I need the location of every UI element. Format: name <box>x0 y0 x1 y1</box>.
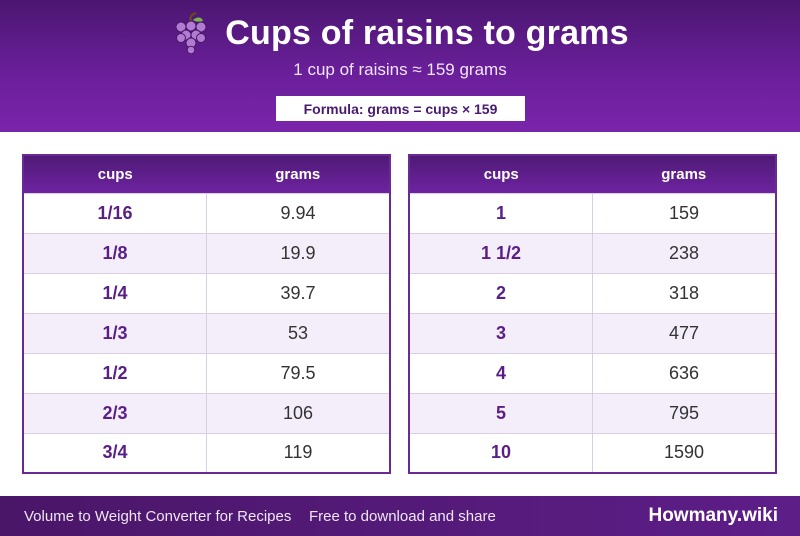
grams-cell: 53 <box>206 312 391 354</box>
cups-cell: 1 <box>408 192 593 234</box>
table-row: 2 318 <box>408 272 777 314</box>
table-row: 3 477 <box>408 312 777 354</box>
table-row: 1/16 9.94 <box>22 192 391 234</box>
brand-logo-text[interactable]: Howmany.wiki <box>648 505 778 526</box>
cups-cell: 1/3 <box>22 312 207 354</box>
grams-cell: 477 <box>592 312 777 354</box>
grams-cell: 318 <box>592 272 777 314</box>
table-row: 1/3 53 <box>22 312 391 354</box>
cups-cell: 1/8 <box>22 232 207 274</box>
grams-cell: 19.9 <box>206 232 391 274</box>
table-row: 2/3 106 <box>22 392 391 434</box>
grapes-icon <box>175 12 207 54</box>
footer-bar: Volume to Weight Converter for Recipes F… <box>0 496 800 536</box>
column-header-cups: cups <box>409 155 593 193</box>
cups-cell: 10 <box>408 432 593 474</box>
table-row: 1/8 19.9 <box>22 232 391 274</box>
grams-cell: 1590 <box>592 432 777 474</box>
header-banner: Cups of raisins to grams 1 cup of raisin… <box>0 0 800 132</box>
table-row: 1 1/2 238 <box>408 232 777 274</box>
column-header-grams: grams <box>592 155 776 193</box>
grams-cell: 79.5 <box>206 352 391 394</box>
table-row: 5 795 <box>408 392 777 434</box>
grams-cell: 238 <box>592 232 777 274</box>
table-header-row: cups grams <box>409 155 776 193</box>
cups-cell: 2 <box>408 272 593 314</box>
table-row: 4 636 <box>408 352 777 394</box>
cups-cell: 4 <box>408 352 593 394</box>
grams-cell: 636 <box>592 352 777 394</box>
cups-cell: 3/4 <box>22 432 207 474</box>
table-row: 1/2 79.5 <box>22 352 391 394</box>
page-title: Cups of raisins to grams <box>225 13 629 52</box>
grams-cell: 106 <box>206 392 391 434</box>
grams-cell: 39.7 <box>206 272 391 314</box>
table-row: 1 159 <box>408 192 777 234</box>
cups-cell: 1/16 <box>22 192 207 234</box>
table-header-row: cups grams <box>23 155 390 193</box>
cups-cell: 3 <box>408 312 593 354</box>
table-row: 3/4 119 <box>22 432 391 474</box>
conversion-table-right: cups grams 1 159 1 1/2 238 2 318 3 477 4… <box>408 154 777 474</box>
cups-cell: 5 <box>408 392 593 434</box>
column-header-cups: cups <box>23 155 207 193</box>
column-header-grams: grams <box>206 155 390 193</box>
title-row: Cups of raisins to grams <box>0 12 800 54</box>
footer-converter-text: Volume to Weight Converter for Recipes <box>24 507 292 525</box>
table-row: 10 1590 <box>408 432 777 474</box>
table-row: 1/4 39.7 <box>22 272 391 314</box>
cups-cell: 1/2 <box>22 352 207 394</box>
formula-badge: Formula: grams = cups × 159 <box>276 96 525 121</box>
grams-cell: 159 <box>592 192 777 234</box>
grams-cell: 9.94 <box>206 192 391 234</box>
page-subtitle: 1 cup of raisins ≈ 159 grams <box>293 60 507 79</box>
cups-cell: 1/4 <box>22 272 207 314</box>
grams-cell: 795 <box>592 392 777 434</box>
conversion-table-left: cups grams 1/16 9.94 1/8 19.9 1/4 39.7 1… <box>22 154 391 474</box>
footer-share-text: Free to download and share <box>309 507 496 525</box>
cups-cell: 2/3 <box>22 392 207 434</box>
cups-cell: 1 1/2 <box>408 232 593 274</box>
grams-cell: 119 <box>206 432 391 474</box>
